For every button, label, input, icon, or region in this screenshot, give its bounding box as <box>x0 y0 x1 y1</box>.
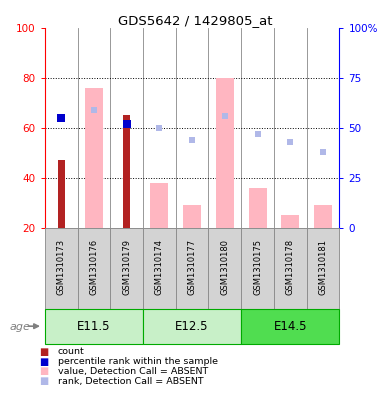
Bar <box>85 88 103 228</box>
Bar <box>151 183 168 228</box>
Text: GSM1310173: GSM1310173 <box>57 239 66 295</box>
Text: GSM1310179: GSM1310179 <box>122 239 131 295</box>
Bar <box>241 28 274 228</box>
Text: rank, Detection Call = ABSENT: rank, Detection Call = ABSENT <box>58 377 203 386</box>
Text: GSM1310176: GSM1310176 <box>89 239 98 295</box>
Bar <box>58 160 65 228</box>
Text: ■: ■ <box>39 366 48 376</box>
Text: GSM1310174: GSM1310174 <box>155 239 164 295</box>
Text: E14.5: E14.5 <box>273 320 307 333</box>
Bar <box>314 206 332 228</box>
Bar <box>78 28 110 228</box>
Text: GSM1310177: GSM1310177 <box>188 239 197 295</box>
Bar <box>241 228 274 309</box>
Bar <box>274 228 307 309</box>
Bar <box>281 215 299 228</box>
Bar <box>143 309 241 344</box>
Text: GSM1310181: GSM1310181 <box>319 239 328 295</box>
Bar <box>241 309 339 344</box>
Text: age: age <box>10 322 31 332</box>
Bar <box>110 28 143 228</box>
Bar <box>176 228 208 309</box>
Bar <box>248 188 266 228</box>
Text: E12.5: E12.5 <box>176 320 209 333</box>
Bar <box>78 228 110 309</box>
Text: GSM1310175: GSM1310175 <box>253 239 262 295</box>
Text: ■: ■ <box>39 376 48 386</box>
Text: ■: ■ <box>39 356 48 367</box>
Text: GSM1310178: GSM1310178 <box>286 239 295 295</box>
Bar <box>183 206 201 228</box>
Bar <box>110 228 143 309</box>
Bar <box>123 115 130 228</box>
Bar <box>208 228 241 309</box>
Bar <box>143 28 176 228</box>
Bar <box>208 28 241 228</box>
Bar <box>307 228 339 309</box>
Bar <box>143 228 176 309</box>
Text: GDS5642 / 1429805_at: GDS5642 / 1429805_at <box>118 14 272 27</box>
Text: value, Detection Call = ABSENT: value, Detection Call = ABSENT <box>58 367 208 376</box>
Bar <box>176 28 208 228</box>
Bar <box>216 78 234 228</box>
Text: GSM1310180: GSM1310180 <box>220 239 229 295</box>
Bar <box>274 28 307 228</box>
Bar <box>45 228 78 309</box>
Bar <box>45 309 143 344</box>
Text: percentile rank within the sample: percentile rank within the sample <box>58 357 218 366</box>
Bar <box>45 28 78 228</box>
Text: ■: ■ <box>39 347 48 357</box>
Text: count: count <box>58 347 85 356</box>
Text: E11.5: E11.5 <box>77 320 111 333</box>
Bar <box>307 28 339 228</box>
